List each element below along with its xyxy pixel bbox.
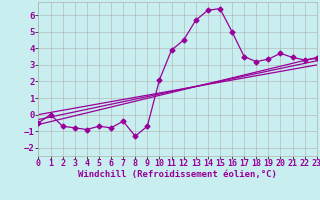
X-axis label: Windchill (Refroidissement éolien,°C): Windchill (Refroidissement éolien,°C) [78, 170, 277, 179]
